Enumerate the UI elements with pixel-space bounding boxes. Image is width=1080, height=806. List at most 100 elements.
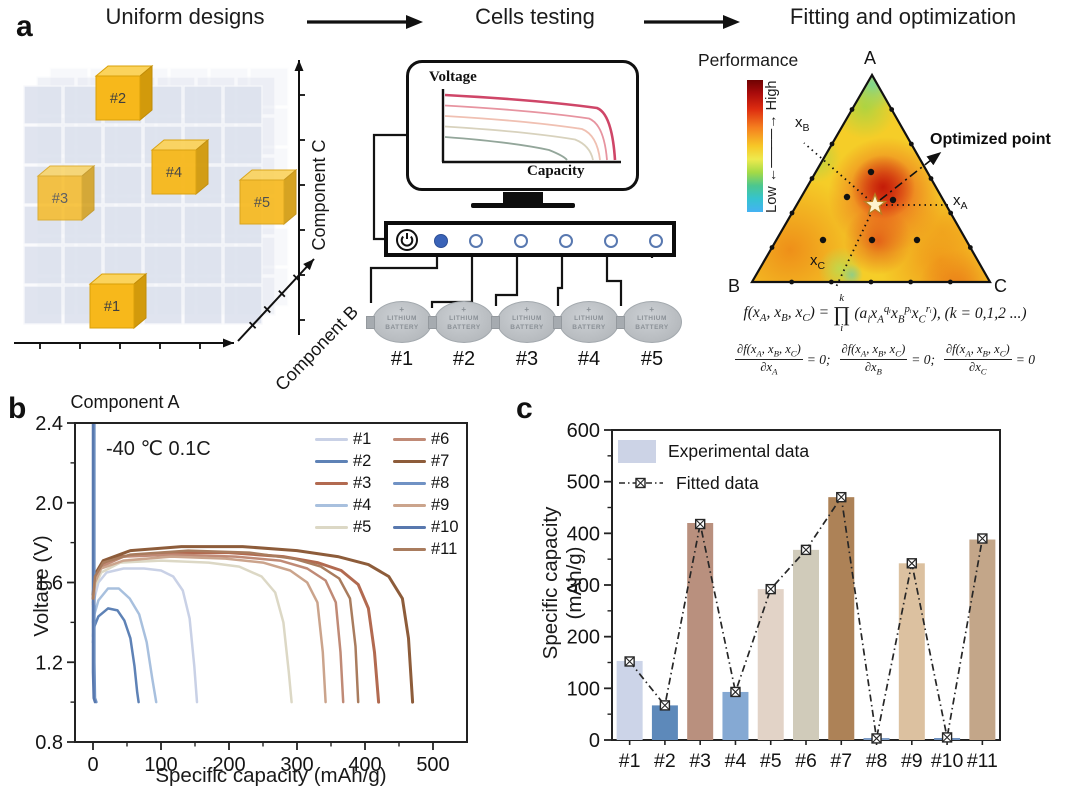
indicator-led — [514, 234, 528, 248]
category-label: #10 — [931, 750, 964, 772]
discharge-curve-#4 — [91, 587, 158, 704]
legend-item: #2 — [315, 452, 393, 471]
step-title-cells-testing: Cells testing — [475, 4, 595, 29]
category-label: #5 — [760, 750, 782, 772]
category-label: #11 — [967, 750, 998, 772]
fitted-data-marker — [836, 491, 847, 503]
wire — [372, 133, 406, 241]
indicator-led-active — [434, 234, 448, 248]
monitor-screen-chart — [441, 89, 621, 164]
sample-point-dot — [867, 168, 875, 176]
bar-#1 — [616, 660, 643, 740]
performance-colorbar — [747, 80, 763, 212]
battery-label: #3 — [515, 348, 539, 370]
flow-arrow-icon — [644, 15, 740, 29]
battery-tab — [553, 316, 562, 329]
derivative-equation: ∂f(xA, xB, xC) ∂xC = 0 — [943, 341, 1035, 377]
chart-b-xlabel: Specific capacity (mAh/g) — [155, 764, 387, 787]
sample-point-dot — [819, 236, 827, 244]
legend-item: #3 — [315, 474, 393, 493]
monitor-curve — [444, 125, 594, 161]
derivative-equation: ∂f(xA, xB, xC) ∂xB = 0; — [839, 341, 935, 377]
coin-cell-battery: + LITHIUM BATTERY — [559, 301, 619, 343]
component-c-axis-label: Component C — [309, 139, 329, 251]
discharge-curve-#9 — [91, 555, 327, 704]
discharge-curve-#7 — [91, 545, 415, 704]
fitted-data-marker — [800, 544, 812, 556]
model-equation: f(xA, xB, xC) = k ∏ i (aixAqᵢxBpᵢxCrᵢ), … — [692, 293, 1078, 335]
battery-tab — [428, 316, 437, 329]
indicator-led — [649, 234, 663, 248]
legend-item: #6 — [393, 430, 479, 449]
model-equation-lhs: f(xA, xB, xC) = — [743, 304, 830, 325]
legend-swatch-experimental — [618, 439, 656, 463]
indicator-led — [559, 234, 573, 248]
legend-item: #1 — [315, 430, 393, 449]
component-a-axis-label: Component A — [70, 392, 180, 412]
optimized-point-arrow — [879, 152, 942, 201]
category-label: #8 — [866, 750, 888, 772]
cube-label: #4 — [166, 165, 182, 181]
battery-tester — [384, 221, 676, 257]
chart-b-annotation: -40 ℃ 0.1C — [106, 438, 211, 460]
chart-b-legend: #1 #6 #2 #7 #3 #8 #4 #9 #5 #10 #11 — [315, 430, 479, 559]
legend-label: #1 — [353, 430, 372, 449]
battery-tab — [366, 316, 375, 329]
battery-label: #1 — [390, 348, 414, 370]
legend-label: #4 — [353, 496, 372, 515]
legend-label: #10 — [431, 518, 459, 537]
chart-b-ylabel: Voltage (V) — [30, 535, 53, 637]
sample-point-dot — [843, 193, 851, 201]
x-tick-label: 300 — [280, 754, 313, 776]
legend-item-experimental: Experimental data — [618, 438, 809, 464]
category-label: #2 — [654, 750, 676, 772]
legend-label: #7 — [431, 452, 450, 471]
discharge-curve-#10 — [91, 424, 97, 704]
fitted-data-marker — [694, 518, 706, 530]
coin-cell-battery: + LITHIUM BATTERY — [622, 301, 682, 343]
optimized-point-label: Optimized point — [930, 131, 1051, 148]
coin-cell-battery: + LITHIUM BATTERY — [434, 301, 494, 343]
cube-label: #5 — [254, 195, 270, 211]
y-tick-label: 600 — [567, 420, 600, 442]
x-tick-label: 0 — [87, 754, 98, 776]
chart-c-legend: Experimental data Fitted data — [618, 438, 809, 502]
legend-item: #8 — [393, 474, 479, 493]
derivative-equation: ∂f(xA, xB, xC) ∂xA = 0; — [735, 341, 831, 377]
legend-item — [315, 541, 393, 559]
discharge-curves-chart: 0.8 1.2 1.6 2.0 2.4 0 100 200 300 400 500 — [35, 413, 468, 776]
y-tick-label: 2.4 — [35, 413, 63, 435]
bar-#11 — [969, 539, 996, 740]
legend-label: #6 — [431, 430, 450, 449]
design-point-cube: #3 — [36, 164, 96, 222]
step-title-fitting-optimization: Fitting and optimization — [789, 4, 1017, 29]
design-point-cube: #1 — [88, 272, 148, 330]
fitted-data-marker — [906, 558, 918, 569]
voltage-axis-label: Voltage — [429, 69, 477, 85]
legend-item-fitted: Fitted data — [618, 470, 809, 496]
model-equation-rhs: (aixAqᵢxBpᵢxCrᵢ), (k = 0,1,2 ...) — [854, 303, 1027, 326]
battery-label: #4 — [577, 348, 601, 370]
legend-line-swatch — [393, 526, 426, 530]
bar-#4 — [722, 691, 749, 740]
category-label: #1 — [619, 750, 641, 772]
category-label: #3 — [689, 750, 711, 772]
category-label: #9 — [901, 750, 923, 772]
uniform-design-lattice: #1 #2 #3 #4 #5 — [14, 60, 315, 349]
bar-#7 — [828, 497, 855, 740]
monitor-curve — [444, 136, 568, 161]
wire — [556, 246, 564, 306]
y-tick-label: 1.6 — [35, 573, 63, 595]
wire — [605, 246, 623, 306]
discharge-curve-#11 — [91, 549, 360, 704]
legend-line-swatch — [393, 438, 426, 442]
legend-line-swatch — [315, 438, 348, 442]
xa-label: xA — [953, 192, 968, 212]
vertex-label-c: C — [994, 276, 1007, 296]
vertex-label-b: B — [728, 276, 741, 296]
legend-label: #5 — [353, 518, 372, 537]
battery-text: + LITHIUM BATTERY — [635, 305, 669, 332]
xc-label: xC — [810, 252, 826, 272]
sample-point-dot — [889, 196, 897, 204]
legend-line-swatch — [315, 504, 348, 508]
